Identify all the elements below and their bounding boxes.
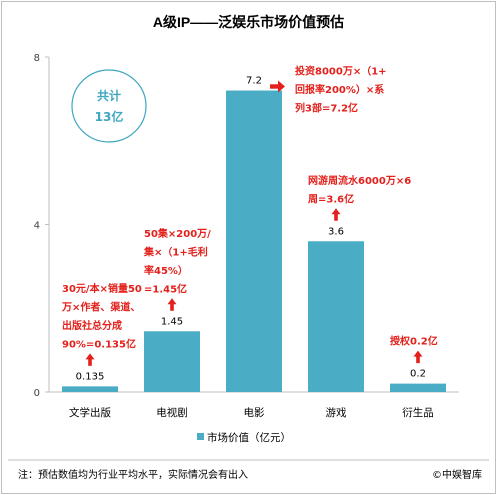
y-tick-label: 4 [34, 221, 40, 232]
annotation-text: 万×作者、渠道、 [61, 300, 140, 313]
legend: 市场价值（亿元） [197, 431, 291, 444]
bar [390, 383, 446, 392]
up-arrow-icon [331, 208, 341, 221]
value-label: 7.2 [246, 76, 262, 87]
annotation-text: 网游周流水6000万×6 [308, 174, 411, 187]
bar [62, 386, 118, 392]
annotation-text: 50集×200万/ [144, 227, 211, 240]
value-label: 0.2 [410, 369, 426, 380]
up-arrow-icon [413, 350, 423, 364]
bars: 0.135 文学出版 1.45 电视剧 7.2 电影 3.6 游戏 0.2 衍生品 [62, 76, 446, 419]
annotation-text: 集×（1+毛利 [143, 245, 208, 258]
bar [226, 90, 282, 392]
annotations: 30元/本×销量50 万×作者、渠道、出版社总分成 90%=0.135亿 50集×20… [61, 65, 438, 366]
footnote-text: 注：预估数值均为行业平均水平，实际情况会有出入 [18, 468, 248, 481]
annotation-text: =1.45亿 [144, 282, 187, 295]
right-arrow-icon [270, 80, 285, 93]
y-tick-label: 8 [34, 53, 40, 64]
chart-title: A级IP——泛娱乐市场价值预估 [153, 14, 344, 30]
annotation-text: 回报率200%）×系 [295, 83, 384, 96]
y-tick-label: 0 [34, 388, 40, 399]
total-badge: 共计 13亿 [71, 69, 147, 143]
annotation: 授权0.2亿 [390, 335, 438, 364]
category-label: 电影 [244, 406, 265, 419]
annotation-text: 出版社总分成 [62, 319, 122, 332]
value-label: 1.45 [161, 316, 183, 327]
footnote-source: ©中娱智库 [432, 468, 482, 481]
annotation-text: 90%=0.135亿 [62, 337, 136, 350]
up-arrow-icon [167, 298, 177, 311]
annotation-text: 30元/本×销量50 [62, 282, 142, 295]
annotation: 30元/本×销量50 万×作者、渠道、出版社总分成 90%=0.135亿 [61, 282, 142, 366]
up-arrow-icon [85, 353, 95, 366]
value-label: 0.135 [76, 371, 105, 382]
annotation-text: 列3部=7.2亿 [295, 102, 358, 115]
annotation-text: 周=3.6亿 [308, 192, 354, 205]
annotation-text: 授权0.2亿 [390, 335, 438, 348]
legend-swatch [197, 433, 204, 440]
bar [144, 331, 200, 392]
badge-value: 13亿 [95, 109, 124, 124]
badge-label: 共计 [97, 88, 121, 103]
annotation-text: 投资8000万×（1+ [295, 65, 387, 78]
category-label: 衍生品 [402, 406, 434, 419]
category-label: 电视剧 [156, 406, 188, 419]
category-label: 游戏 [326, 406, 347, 419]
annotation-text: 率45%） [144, 264, 188, 277]
annotation: 网游周流水6000万×6 周=3.6亿 [308, 174, 411, 221]
category-label: 文学出版 [69, 406, 111, 419]
bar [308, 241, 364, 392]
legend-label: 市场价值（亿元） [207, 431, 291, 444]
value-label: 3.6 [328, 226, 344, 237]
